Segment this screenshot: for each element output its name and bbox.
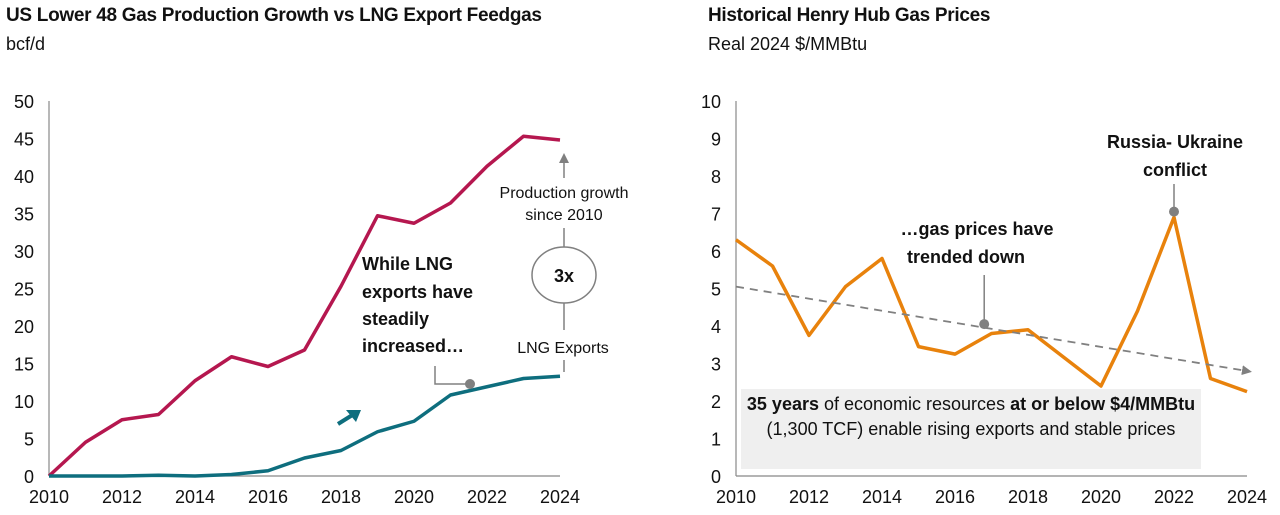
conflict-note-line-1: Russia- Ukraine (1107, 132, 1243, 152)
left-series-line-1 (49, 374, 561, 478)
lng-note-line-1: While LNG (362, 254, 453, 274)
right-y-tick-label: 5 (711, 280, 721, 300)
right-series-line-1 (735, 285, 1252, 376)
lng-note-line-3: steadily (362, 309, 429, 329)
right-x-tick-label: 2012 (789, 487, 829, 507)
left-y-tick-label: 50 (14, 92, 34, 112)
left-x-tick-label: 2018 (321, 487, 361, 507)
left-chart-unit: bcf/d (6, 34, 46, 54)
conflict-note-marker (1169, 206, 1179, 217)
right-chart-unit: Real 2024 $/MMBtu (708, 34, 868, 54)
trend-note-line-2: trended down (907, 247, 1025, 267)
resource-note-box: 35 years of economic resources at or bel… (741, 389, 1201, 469)
right-y-tick-label: 7 (711, 205, 721, 225)
left-y-tick-label: 40 (14, 167, 34, 187)
right-y-tick-label: 3 (711, 355, 721, 375)
right-y-tick-label: 4 (711, 317, 721, 337)
production-label-line-1: Production growth (500, 185, 629, 202)
right-y-tick-label: 6 (711, 242, 721, 262)
left-x-tick-label: 2010 (29, 487, 69, 507)
trend-note-line-1: …gas prices have (900, 219, 1053, 239)
conflict-note-line-2: conflict (1143, 160, 1207, 180)
left-y-tick-label: 30 (14, 242, 34, 262)
right-series-line-0 (734, 215, 1248, 394)
left-x-tick-label: 2020 (394, 487, 434, 507)
left-y-tick-label: 10 (14, 392, 34, 412)
left-chart-title: US Lower 48 Gas Production Growth vs LNG… (6, 5, 542, 26)
right-chart-title: Historical Henry Hub Gas Prices (708, 5, 991, 26)
left-x-tick-label: 2012 (102, 487, 142, 507)
lng-note-line-2: exports have (362, 282, 473, 302)
left-y-tick-label: 15 (14, 355, 34, 375)
right-y-tick-label: 2 (711, 392, 721, 412)
teal-up-arrow-icon (346, 410, 361, 422)
production-label-line-2: since 2010 (525, 207, 602, 224)
left-x-tick-label: 2016 (248, 487, 288, 507)
right-y-tick-label: 1 (711, 430, 721, 450)
note-bold-price: at or below $4/MMBtu (1010, 394, 1196, 414)
note-text-1: of economic resources (818, 394, 1011, 414)
right-y-tick-label: 10 (701, 92, 721, 112)
right-x-tick-label: 2020 (1081, 487, 1121, 507)
left-y-tick-label: 5 (24, 430, 34, 450)
left-y-tick-label: 45 (14, 130, 34, 150)
left-x-tick-label: 2024 (540, 487, 580, 507)
lng-exports-label: LNG Exports (517, 340, 609, 357)
right-x-tick-label: 2014 (862, 487, 902, 507)
note-text-2: (1,300 TCF) enable rising exports and st… (766, 419, 1176, 439)
right-y-tick-label: 0 (711, 467, 721, 487)
right-x-tick-label: 2016 (935, 487, 975, 507)
left-x-tick-label: 2022 (467, 487, 507, 507)
left-y-tick-label: 20 (14, 317, 34, 337)
trend-note-marker (979, 319, 990, 330)
lng-note-line-4: increased… (362, 336, 464, 356)
left-y-tick-label: 0 (24, 467, 34, 487)
left-y-tick-label: 25 (14, 280, 34, 300)
note-bold-years: 35 years (746, 394, 819, 414)
lng-note-leader (434, 366, 470, 385)
left-x-tick-label: 2014 (175, 487, 215, 507)
right-x-tick-label: 2010 (716, 487, 756, 507)
left-series-line-0 (47, 134, 561, 478)
multiplier-label: 3x (554, 266, 574, 286)
right-y-tick-label: 8 (711, 167, 721, 187)
right-x-tick-label: 2024 (1227, 487, 1267, 507)
right-y-tick-label: 9 (711, 130, 721, 150)
right-x-tick-label: 2018 (1008, 487, 1048, 507)
lng-note-marker (465, 379, 475, 389)
left-y-tick-label: 35 (14, 205, 34, 225)
right-x-tick-label: 2022 (1154, 487, 1194, 507)
